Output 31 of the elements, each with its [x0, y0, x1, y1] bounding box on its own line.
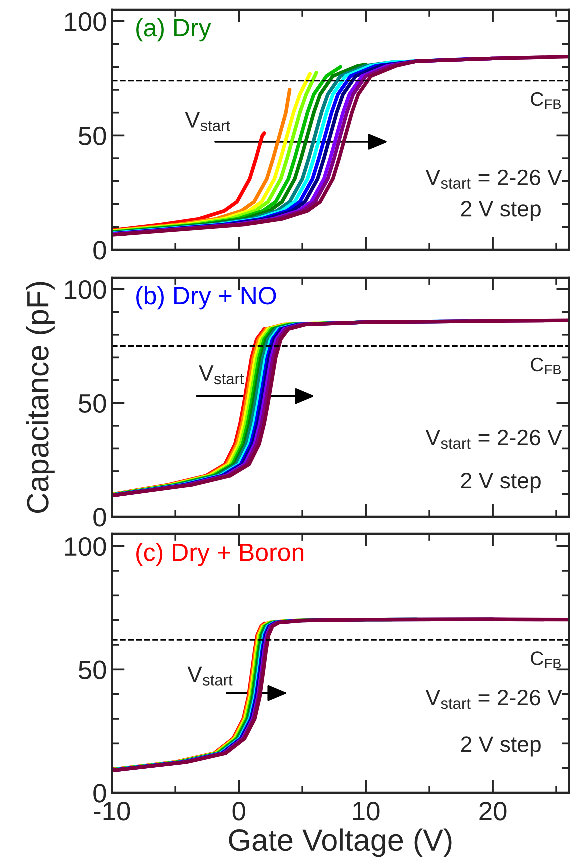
annotation: 2 V step	[461, 472, 541, 494]
y-tick-label: 0	[94, 241, 106, 260]
annotation: V$_{start}$	[199, 366, 244, 385]
y-tick-label: 0	[94, 784, 106, 803]
ref-line-label: C$_{FB}$	[531, 358, 562, 375]
ref-line-label: C$_{FB}$	[531, 92, 562, 110]
annotation: 2 V step	[461, 201, 541, 222]
annotation: V$_{start}$ = 2-26 V	[426, 170, 562, 190]
y-tick-label: 100	[65, 537, 106, 556]
y-tick-label: 0	[94, 508, 106, 527]
y-axis-title: Capacitance (pF)	[26, 282, 55, 514]
y-tick-label: 50	[78, 126, 106, 146]
y-tick-label: 50	[78, 660, 106, 680]
x-axis-title: Gate Voltage (V)	[229, 828, 452, 858]
annotation: V$_{start}$	[185, 112, 230, 132]
annotation: V$_{start}$ = 2-26 V	[426, 690, 562, 710]
chart-title: (b) Dry + NO	[136, 286, 276, 310]
annotation: V$_{start}$ = 2-26 V	[426, 430, 562, 450]
x-tick-label: 10	[353, 802, 380, 821]
annotation: 2 V step	[461, 736, 541, 757]
y-tick-label: 50	[78, 394, 106, 414]
x-tick-label: -10	[94, 802, 130, 821]
x-tick-label: 20	[480, 802, 507, 821]
ref-line-label: C$_{FB}$	[531, 652, 562, 668]
y-tick-label: 100	[65, 12, 106, 32]
x-tick-label: 0	[232, 802, 246, 821]
chart-title: (c) Dry + Boron	[136, 543, 304, 566]
chart-title: (a) Dry	[136, 18, 212, 42]
line-series	[112, 618, 570, 773]
y-tick-label: 100	[65, 280, 106, 300]
annotation: V$_{start}$	[188, 666, 233, 686]
